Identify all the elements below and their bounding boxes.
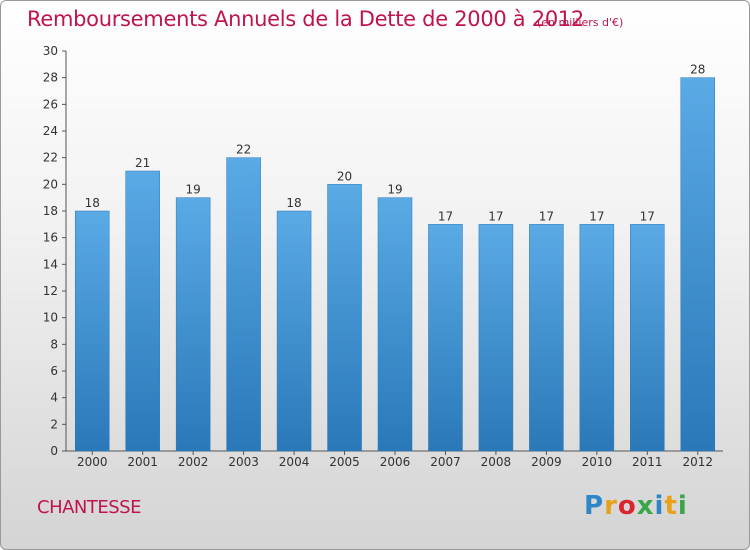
bar	[428, 224, 463, 452]
x-tick-label: 2007	[430, 455, 461, 469]
x-tick-label: 2008	[481, 455, 512, 469]
bar-value-label: 28	[690, 63, 705, 77]
y-tick-label: 12	[43, 284, 58, 298]
bar-value-label: 17	[589, 209, 604, 223]
bar-value-label: 18	[286, 196, 301, 210]
y-tick-label: 8	[50, 337, 58, 351]
logo-letter: i	[677, 491, 688, 521]
y-tick-label: 30	[43, 44, 58, 58]
y-tick-label: 28	[43, 71, 58, 85]
logo-letter: P	[584, 491, 605, 521]
bar	[529, 224, 564, 452]
bar-value-label: 17	[539, 209, 554, 223]
y-tick-label: 4	[50, 391, 58, 405]
bar-value-label: 17	[640, 209, 655, 223]
bar	[327, 184, 362, 452]
bar	[125, 170, 160, 452]
bar	[175, 197, 211, 452]
y-tick-label: 16	[43, 231, 58, 245]
bar	[680, 77, 716, 452]
bar-value-label: 19	[186, 183, 201, 197]
x-tick-label: 2006	[380, 455, 411, 469]
y-tick-label: 24	[43, 124, 58, 138]
y-tick-label: 14	[43, 257, 58, 271]
y-tick-label: 18	[43, 204, 58, 218]
bar	[377, 197, 413, 452]
logo-letter: t	[664, 491, 678, 521]
bar-value-label: 17	[488, 209, 503, 223]
y-tick-label: 26	[43, 97, 58, 111]
proxiti-logo: Proxiti	[584, 491, 688, 521]
y-tick-label: 22	[43, 151, 58, 165]
x-tick-label: 2009	[531, 455, 562, 469]
commune-name: CHANTESSE	[37, 497, 141, 518]
bar-value-label: 19	[387, 183, 402, 197]
logo-letter: x	[636, 491, 655, 521]
logo-letter: o	[617, 491, 637, 521]
bar	[579, 224, 615, 452]
x-tick-label: 2012	[682, 455, 713, 469]
x-tick-label: 2010	[582, 455, 613, 469]
x-tick-label: 2000	[77, 455, 108, 469]
chart-title: Remboursements Annuels de la Dette de 20…	[27, 7, 584, 31]
x-tick-label: 2002	[178, 455, 209, 469]
chart-subtitle: (en milliers d'€)	[537, 16, 624, 29]
x-tick-label: 2001	[127, 455, 158, 469]
chart-bars	[74, 77, 716, 452]
bar-value-label: 20	[337, 169, 352, 183]
x-tick-label: 2011	[632, 455, 663, 469]
bar	[226, 157, 261, 452]
y-tick-label: 6	[50, 364, 58, 378]
bar-value-label: 22	[236, 143, 251, 157]
bar-value-label: 18	[85, 196, 100, 210]
y-tick-label: 20	[43, 177, 58, 191]
logo-letter: r	[604, 491, 618, 521]
bar	[74, 210, 110, 452]
bar-value-label: 21	[135, 156, 150, 170]
chart-labels: 18 2000 21 2001 19 2002 22 2003 18 2004 20 2005 19 20…	[77, 63, 713, 469]
x-tick-label: 2004	[279, 455, 310, 469]
x-tick-label: 2003	[228, 455, 259, 469]
y-tick-label: 10	[43, 311, 58, 325]
y-tick-label: 2	[50, 417, 58, 431]
logo-letter: i	[654, 491, 665, 521]
bar-value-label: 17	[438, 209, 453, 223]
y-tick-label: 0	[50, 444, 58, 458]
bar	[478, 224, 514, 452]
x-tick-label: 2005	[329, 455, 360, 469]
bar	[630, 224, 665, 452]
bar	[276, 210, 312, 452]
